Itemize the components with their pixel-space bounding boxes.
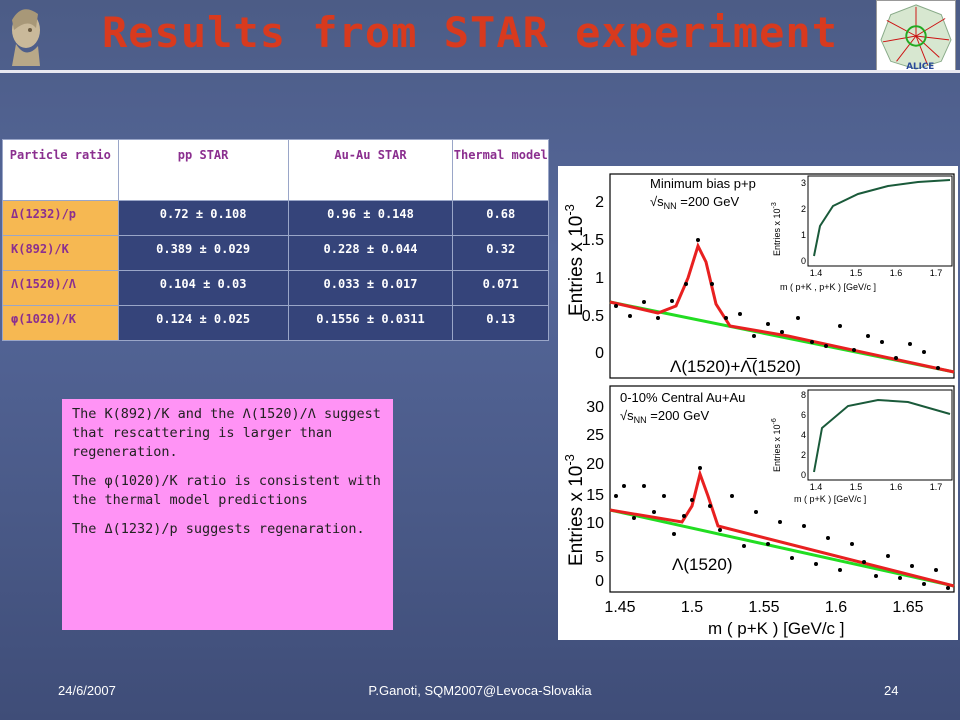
x-tick-label: 1.5: [681, 599, 703, 616]
ratio-name: Λ(1520)/Λ: [2, 270, 119, 306]
top-inset: 0 1 2 3 1.4 1.5 1.6 1.7 Entries x 10-3 m…: [771, 175, 953, 292]
bottom-inset: 0 2 4 6 8 1.4 1.5 1.6 1.7 Entries x 10-6…: [771, 389, 953, 504]
ratio-name: K(892)/K: [2, 235, 119, 271]
bottom-panel-energy: √sNN =200 GeV: [620, 408, 709, 425]
table-row: Δ(1232)/p 0.72 ± 0.108 0.96 ± 0.148 0.68: [2, 200, 549, 236]
slide-title: Results from STAR experiment: [101, 8, 838, 57]
inset-y-tick: 1: [801, 230, 806, 240]
invariant-mass-plot: Entries x 10-3 0 0.5 1 1.5 2 Minimum bia…: [558, 166, 958, 640]
y-tick-label: 10: [586, 515, 604, 532]
inset-y-tick: 0: [801, 256, 806, 266]
particle-ratio-table: Particle ratio pp STAR Au-Au STAR Therma…: [2, 139, 549, 341]
inset-y-tick: 4: [801, 430, 806, 440]
data-points: [614, 466, 950, 590]
auau-value: 0.1556 ± 0.0311: [287, 305, 454, 341]
background-fit-line: [609, 508, 955, 588]
athena-logo-icon: [12, 9, 40, 66]
inset-xlabel: m ( p+K , p+K ) [GeV/c ]: [780, 282, 876, 292]
inset-x-tick: 1.5: [850, 482, 863, 492]
thermal-value: 0.68: [452, 200, 549, 236]
table-row: Λ(1520)/Λ 0.104 ± 0.03 0.033 ± 0.017 0.0…: [2, 270, 549, 306]
conclusion-note: The K(892)/K and the Λ(1520)/Λ suggest t…: [62, 399, 393, 630]
x-tick-label: 1.6: [825, 599, 847, 616]
inset-x-tick: 1.5: [850, 268, 863, 278]
header-thermal-model: Thermal model: [452, 139, 549, 201]
inset-ylabel: Entries x 10-3: [771, 202, 782, 256]
inset-x-tick: 1.7: [930, 482, 943, 492]
inset-ylabel: Entries x 10-6: [771, 418, 782, 472]
y-tick-label: 0: [595, 573, 604, 590]
pp-value: 0.104 ± 0.03: [117, 270, 289, 306]
pp-value: 0.124 ± 0.025: [117, 305, 289, 341]
x-tick-label: 1.55: [748, 599, 779, 616]
y-tick-label: 2: [595, 194, 604, 211]
inset-x-tick: 1.6: [890, 268, 903, 278]
footer-date: 24/6/2007: [58, 683, 116, 698]
inset-x-tick: 1.6: [890, 482, 903, 492]
top-ylabel: Entries x 10-3: [562, 204, 587, 316]
inset-y-tick: 6: [801, 410, 806, 420]
y-tick-label: 5: [595, 549, 604, 566]
header-pp-star: pp STAR: [117, 139, 289, 201]
thermal-value: 0.32: [452, 235, 549, 271]
inset-y-tick: 0: [801, 470, 806, 480]
auau-value: 0.033 ± 0.017: [287, 270, 454, 306]
ratio-name: Δ(1232)/p: [2, 200, 119, 236]
y-tick-label: 20: [586, 456, 604, 473]
inset-x-tick: 1.4: [810, 482, 823, 492]
inset-x-tick: 1.4: [810, 268, 823, 278]
page-number: 24: [884, 683, 899, 698]
y-tick-label: 0.5: [582, 308, 604, 325]
inset-y-tick: 3: [801, 178, 806, 188]
header-particle-ratio: Particle ratio: [2, 139, 119, 201]
pp-value: 0.72 ± 0.108: [117, 200, 289, 236]
table-row: K(892)/K 0.389 ± 0.029 0.228 ± 0.044 0.3…: [2, 235, 549, 271]
note-paragraph: The Δ(1232)/p suggests regenaration.: [72, 521, 365, 537]
top-panel: Entries x 10-3 0 0.5 1 1.5 2 Minimum bia…: [562, 173, 955, 379]
thermal-value: 0.071: [452, 270, 549, 306]
top-panel-energy: √sNN =200 GeV: [650, 194, 739, 211]
auau-value: 0.96 ± 0.148: [287, 200, 454, 236]
bottom-peak-label: Λ(1520): [672, 555, 733, 574]
y-tick-label: 0: [595, 345, 604, 362]
auau-value: 0.228 ± 0.044: [287, 235, 454, 271]
ratio-name: φ(1020)/K: [2, 305, 119, 341]
y-tick-label: 30: [586, 399, 604, 416]
signal-fit-curve: [609, 242, 955, 374]
bottom-panel-label: 0-10% Central Au+Au: [620, 390, 745, 405]
svg-text:ALICE: ALICE: [906, 62, 934, 72]
inset-curve: [813, 179, 951, 257]
note-paragraph: The K(892)/K and the Λ(1520)/Λ suggest t…: [72, 406, 381, 460]
x-axis-label: m ( p+K ) [GeV/c ]: [708, 619, 845, 638]
top-panel-label: Minimum bias p+p: [650, 176, 756, 191]
bottom-panel: Entries x 10-3 0 5 10 15 20 25 30 0-10% …: [562, 385, 955, 638]
inset-y-tick: 2: [801, 204, 806, 214]
header-auau-star: Au-Au STAR: [287, 139, 454, 201]
inset-x-tick: 1.7: [930, 268, 943, 278]
title-divider: [0, 70, 960, 73]
signal-fit-curve: [609, 468, 955, 588]
alice-logo-icon: ALICE: [876, 0, 956, 72]
inset-xlabel: m ( p+K ) [GeV/c ]: [794, 494, 866, 504]
note-paragraph: The φ(1020)/K ratio is consistent with t…: [72, 473, 381, 508]
table-header-row: Particle ratio pp STAR Au-Au STAR Therma…: [2, 139, 549, 201]
thermal-value: 0.13: [452, 305, 549, 341]
table-row: φ(1020)/K 0.124 ± 0.025 0.1556 ± 0.0311 …: [2, 305, 549, 341]
y-tick-label: 15: [586, 487, 604, 504]
y-tick-label: 25: [586, 427, 604, 444]
pp-value: 0.389 ± 0.029: [117, 235, 289, 271]
bottom-ylabel: Entries x 10-3: [562, 454, 587, 566]
x-tick-label: 1.45: [604, 599, 635, 616]
inset-y-tick: 2: [801, 450, 806, 460]
inset-curve: [813, 398, 951, 473]
data-points: [614, 238, 940, 370]
top-peak-label: Λ(1520)+Λ̅(1520): [670, 357, 801, 376]
footer-author: P.Ganoti, SQM2007@Levoca-Slovakia: [368, 683, 592, 698]
y-tick-label: 1: [595, 270, 604, 287]
y-tick-label: 1.5: [582, 232, 604, 249]
inset-y-tick: 8: [801, 390, 806, 400]
x-tick-label: 1.65: [892, 599, 923, 616]
